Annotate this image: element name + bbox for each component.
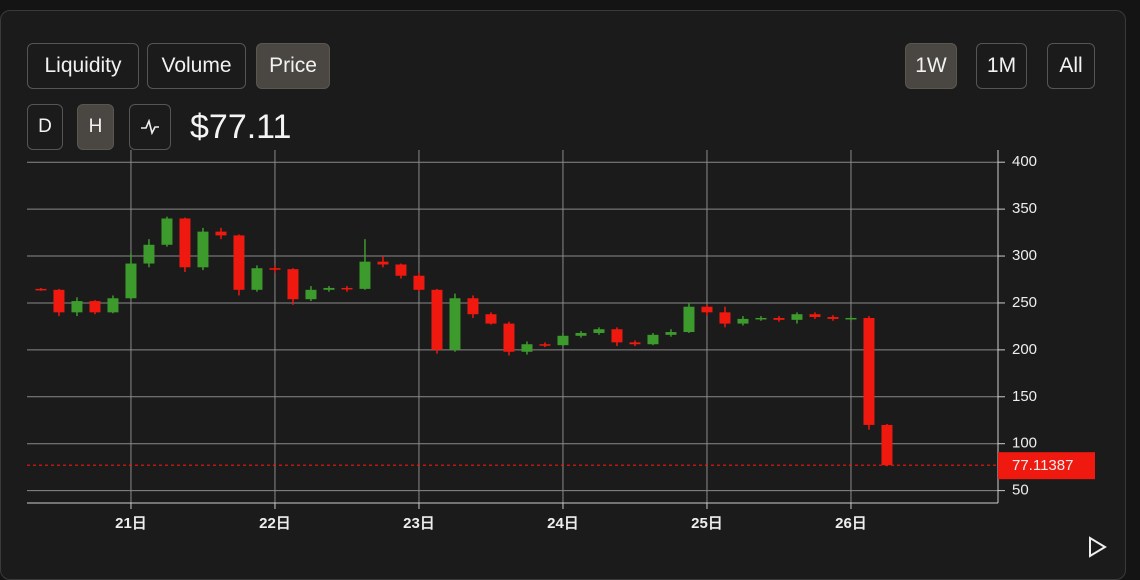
candle-body: [737, 318, 749, 324]
candle-body: [305, 289, 317, 300]
candle-body: [179, 218, 191, 268]
y-tick-label: 250: [1012, 294, 1037, 311]
candle-body: [197, 231, 209, 268]
range-button[interactable]: 1W: [905, 43, 957, 89]
current-price: $77.11: [190, 108, 292, 146]
last-price-box: [998, 452, 1095, 480]
tab-button[interactable]: Price: [256, 43, 330, 89]
candle-body: [557, 335, 569, 346]
candle-body: [269, 268, 281, 270]
candle-body: [323, 287, 335, 290]
candle-body: [287, 269, 299, 300]
candle-body: [125, 263, 137, 299]
interval-button[interactable]: H: [77, 104, 114, 150]
candle-body: [791, 314, 803, 320]
x-tick-label: 25日: [691, 515, 723, 532]
candle-body: [611, 329, 623, 343]
candle-body: [485, 314, 497, 324]
candle-body: [377, 261, 389, 265]
candle-body: [71, 301, 83, 313]
play-icon[interactable]: [1089, 536, 1107, 558]
candle-body: [89, 301, 101, 313]
candle-body: [233, 235, 245, 290]
x-tick-label: 26日: [835, 515, 867, 532]
x-tick-label: 24日: [547, 515, 579, 532]
candle-body: [431, 289, 443, 350]
candle-body: [539, 344, 551, 346]
candle-body: [215, 231, 227, 236]
tab-button[interactable]: Volume: [147, 43, 246, 89]
interval-button[interactable]: D: [27, 104, 63, 150]
y-tick-label: 200: [1012, 341, 1037, 358]
candle-body: [629, 342, 641, 345]
y-tick-label: 100: [1012, 435, 1037, 452]
candle-body: [575, 332, 587, 336]
candle-body: [503, 323, 515, 352]
candle-body: [647, 334, 659, 345]
candle-body: [143, 244, 155, 264]
candle-body: [665, 332, 677, 335]
range-button[interactable]: All: [1047, 43, 1095, 89]
candle-body: [593, 329, 605, 333]
y-tick-label: 150: [1012, 388, 1037, 405]
candle-body: [35, 288, 47, 291]
candle-body: [359, 261, 371, 289]
y-tick-label: 400: [1012, 153, 1037, 170]
candle-body: [467, 298, 479, 315]
candle-body: [755, 317, 767, 320]
candle-body: [53, 289, 65, 313]
candle-body: [719, 312, 731, 324]
x-tick-label: 22日: [259, 515, 291, 532]
candle-body: [413, 275, 425, 290]
line-mode-button[interactable]: [129, 104, 171, 150]
candle-body: [161, 218, 173, 245]
candle-body: [881, 424, 893, 466]
y-tick-label: 50: [1012, 482, 1029, 499]
y-tick-label: 350: [1012, 200, 1037, 217]
candle-body: [251, 268, 263, 290]
candle-body: [521, 344, 533, 352]
candle-body: [845, 317, 857, 320]
candle-body: [341, 287, 353, 290]
range-button[interactable]: 1M: [976, 43, 1027, 89]
candle-body: [449, 298, 461, 350]
candle-body: [701, 306, 713, 313]
candle-body: [395, 264, 407, 276]
tab-button[interactable]: Liquidity: [27, 43, 139, 89]
candle-body: [863, 317, 875, 425]
candle-body: [827, 317, 839, 319]
candle-body: [809, 314, 821, 318]
x-tick-label: 21日: [115, 515, 147, 532]
line-icon: [141, 119, 159, 135]
y-tick-label: 300: [1012, 247, 1037, 264]
x-tick-label: 23日: [403, 515, 435, 532]
candle-body: [683, 306, 695, 333]
last-price-label: 77.11387: [1012, 457, 1073, 474]
candle-body: [107, 298, 119, 313]
candle-body: [773, 317, 785, 320]
